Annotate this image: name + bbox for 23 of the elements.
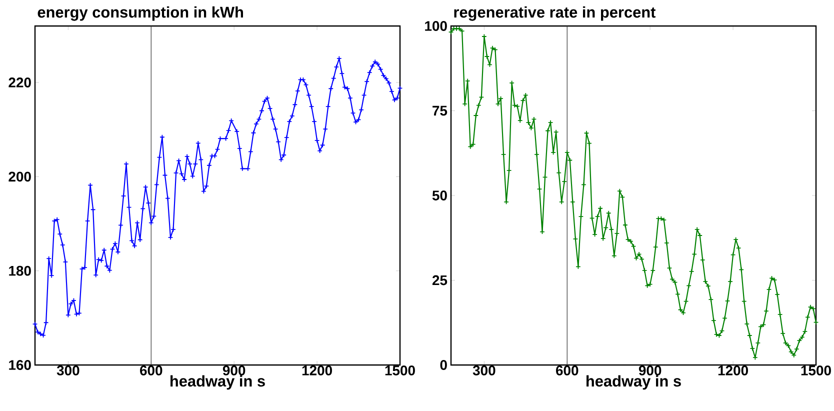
y-tick-label: 160 bbox=[9, 360, 31, 370]
y-tick-label: 25 bbox=[432, 275, 448, 286]
y-tick-label: 220 bbox=[8, 78, 31, 88]
y-tick-label: 180 bbox=[9, 266, 31, 276]
x-tick-label: 300 bbox=[56, 366, 80, 376]
y-tick-label: 200 bbox=[8, 172, 31, 182]
x-tick-label: 900 bbox=[638, 366, 662, 376]
x-tick-label: 1500 bbox=[385, 366, 415, 376]
x-tick-label: 900 bbox=[222, 366, 246, 376]
x-axis-title: headway in s bbox=[586, 375, 681, 390]
x-tick-label: 1200 bbox=[718, 366, 748, 376]
x-tick-label: 300 bbox=[472, 366, 496, 376]
y-tick-label: 50 bbox=[432, 190, 447, 200]
x-tick-label: 1500 bbox=[801, 366, 831, 376]
x-tick-label: 600 bbox=[556, 366, 578, 376]
x-tick-label: 600 bbox=[140, 366, 162, 376]
y-tick-label: 100 bbox=[425, 21, 447, 31]
x-axis-title: headway in s bbox=[170, 375, 265, 390]
chart-title: energy consumption in kWh bbox=[38, 6, 243, 21]
y-tick-label: 0 bbox=[440, 360, 447, 370]
x-tick-label: 1200 bbox=[302, 366, 332, 376]
y-tick-label: 75 bbox=[432, 106, 448, 116]
chart-title: regenerative rate in percent bbox=[454, 6, 656, 21]
